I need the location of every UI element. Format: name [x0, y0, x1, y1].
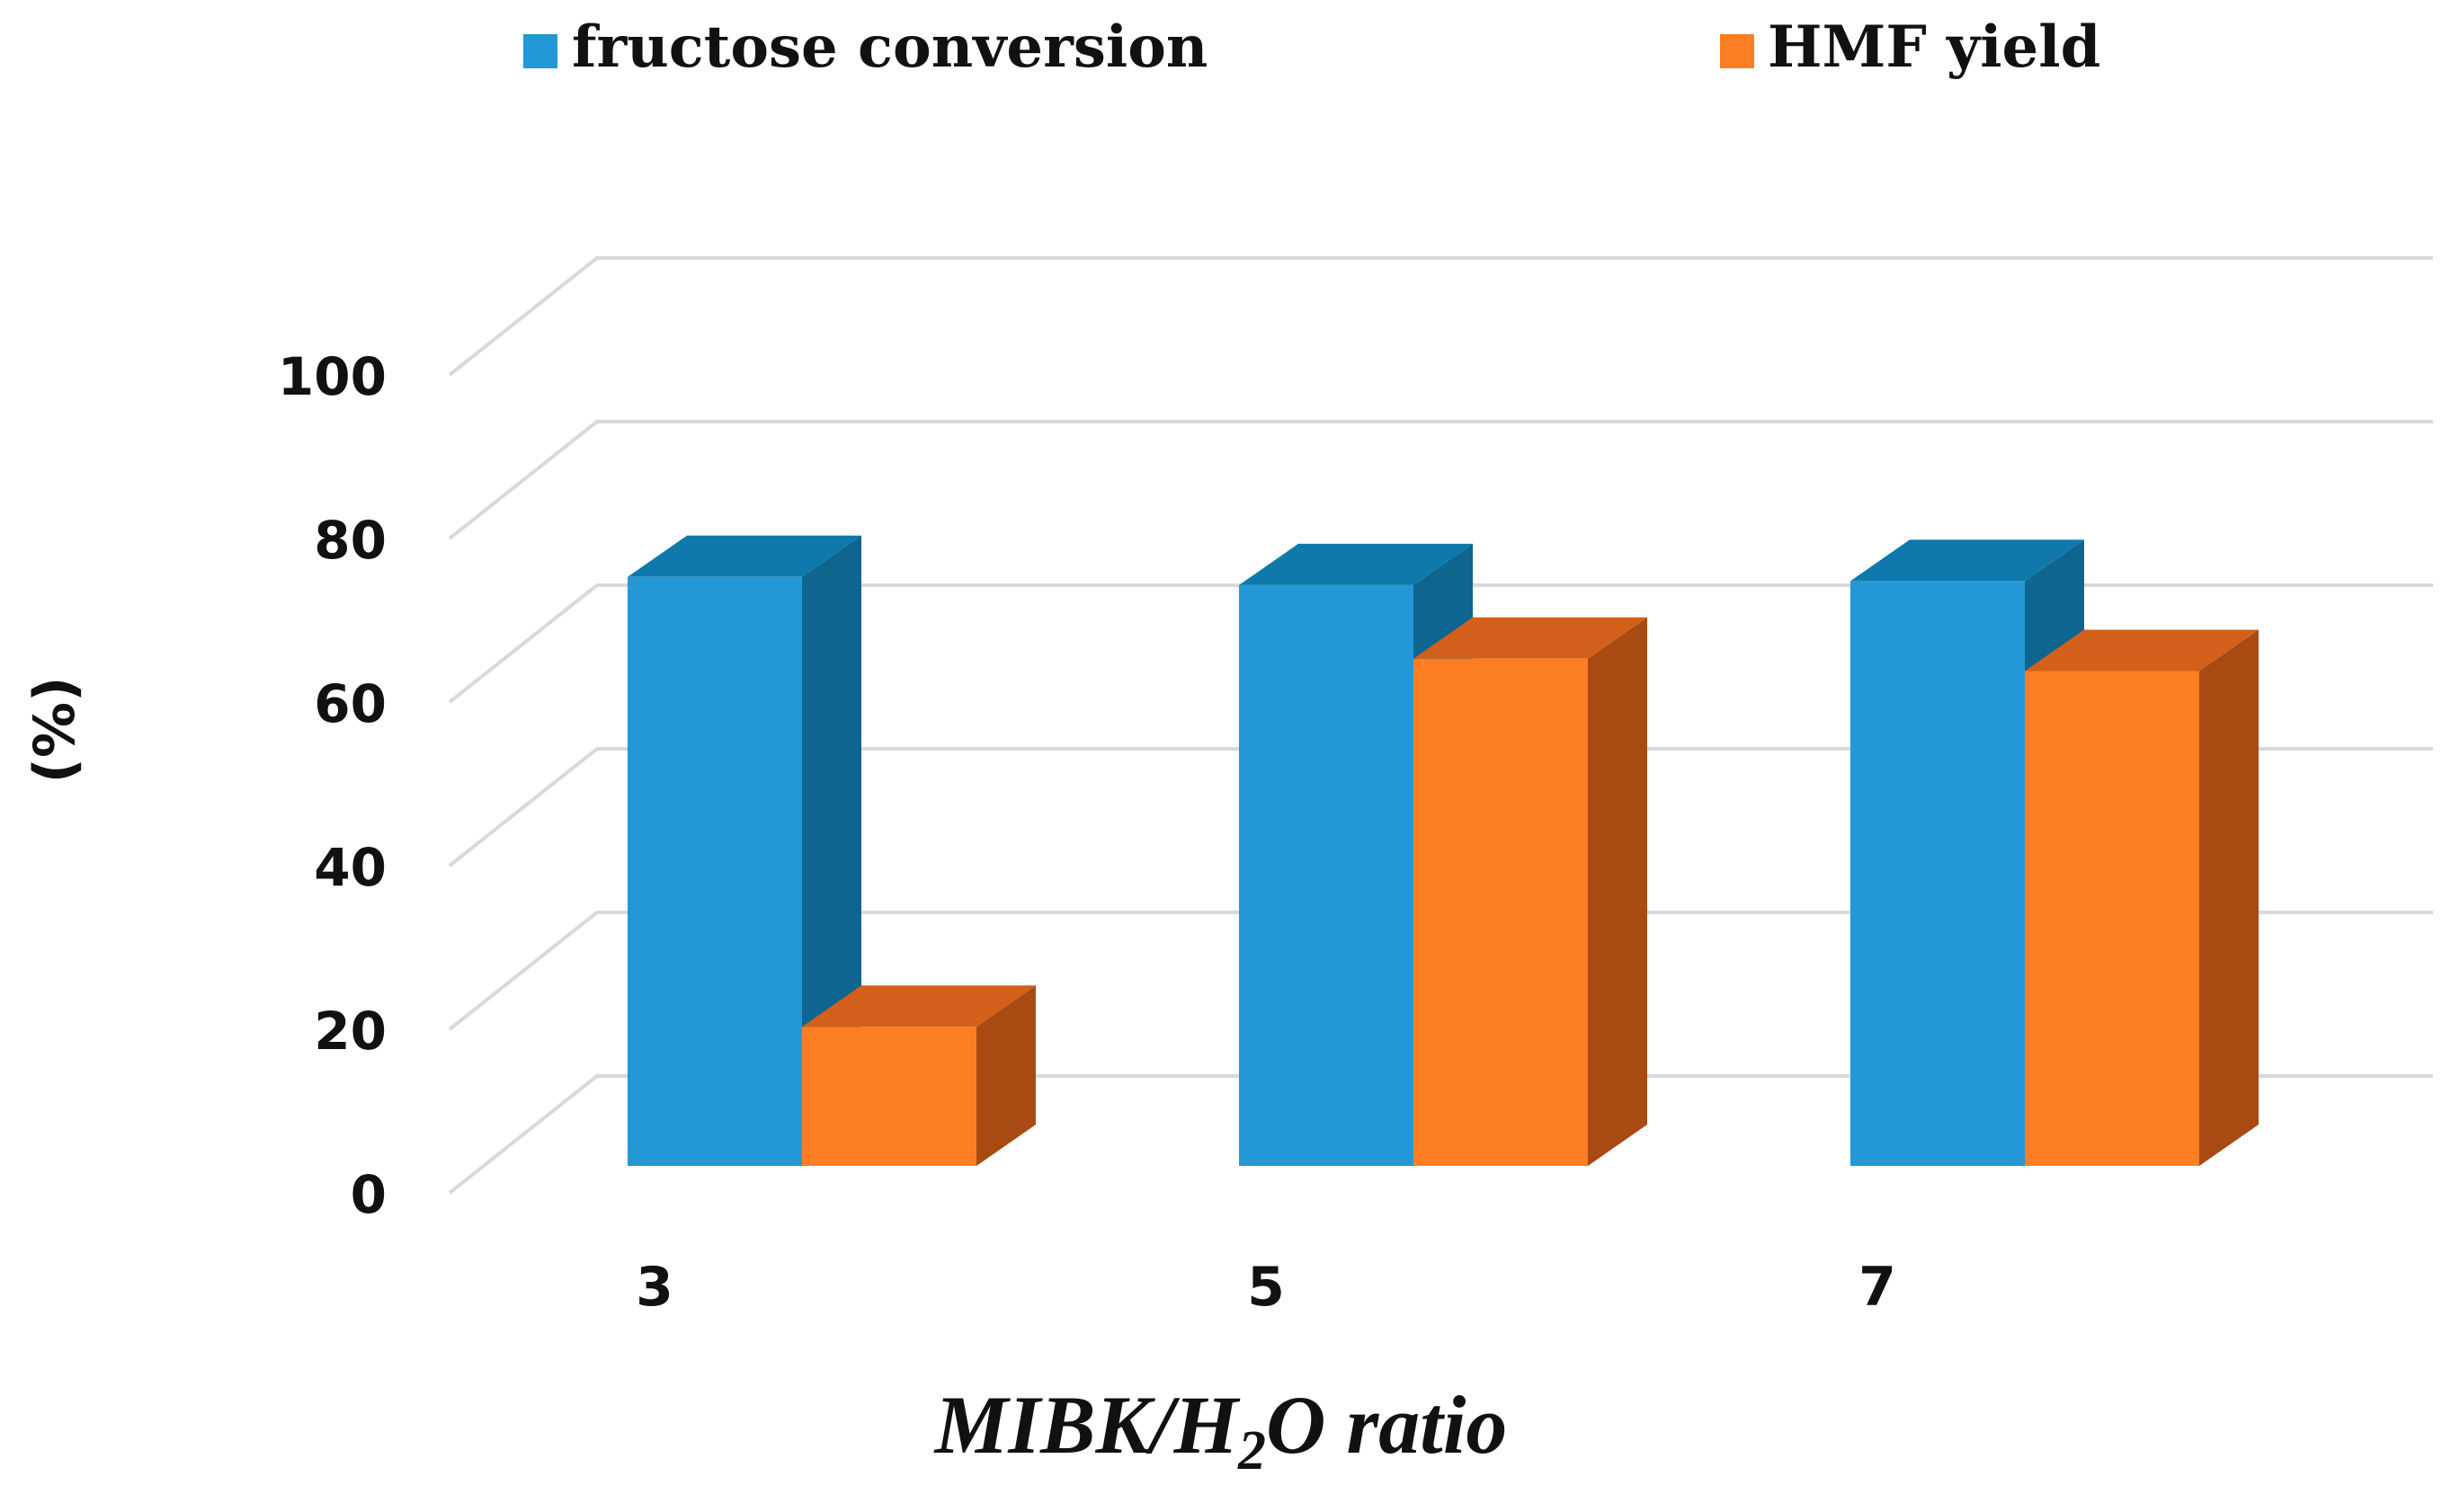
bar-side	[1588, 617, 1647, 1166]
bar-top	[1413, 617, 1647, 659]
bar	[2025, 629, 2259, 1166]
gridline	[448, 256, 2433, 377]
bar-front	[1850, 581, 2025, 1166]
x-axis-title-rest: O ratio	[1266, 1379, 1507, 1471]
bar-front	[1239, 584, 1413, 1166]
bar-front	[628, 576, 802, 1166]
legend-swatch	[1720, 34, 1754, 68]
bar-top	[1850, 539, 2084, 582]
bar-side	[976, 985, 1036, 1166]
bar-front	[2025, 671, 2199, 1166]
x-tick-label: 7	[1858, 1256, 1896, 1319]
y-tick-label: 100	[278, 346, 387, 407]
bars	[628, 535, 2259, 1166]
legend: fructose conversion HMF yield	[523, 13, 2100, 81]
y-tick-label: 80	[314, 510, 387, 571]
gridline	[448, 583, 2433, 704]
gridline	[448, 420, 2433, 540]
bar-front	[802, 1027, 976, 1166]
x-axis-title-subscript: 2	[1237, 1420, 1266, 1481]
legend-label: fructose conversion	[572, 13, 1208, 81]
bar	[628, 535, 861, 1166]
y-tick-label: 40	[314, 837, 387, 898]
bar-front	[1413, 658, 1588, 1166]
bar-top	[802, 985, 1036, 1027]
x-tick-label: 5	[1247, 1256, 1285, 1319]
y-tick-label: 20	[314, 1001, 387, 1062]
gridline	[448, 1074, 2433, 1195]
x-axis-title: MIBK/H2O ratio	[933, 1379, 1508, 1481]
bar-top	[1239, 543, 1473, 585]
y-tick-label: 0	[351, 1164, 387, 1225]
gridline	[448, 911, 2433, 1031]
bar	[1413, 617, 1647, 1166]
legend-label: HMF yield	[1768, 13, 2100, 81]
x-tick-label: 3	[636, 1256, 673, 1319]
legend-swatch	[523, 34, 557, 68]
bar-top	[2025, 629, 2259, 672]
y-tick-labels: 0 20 40 60 80 100	[278, 346, 387, 1225]
x-tick-labels: 3 5 7	[636, 1256, 1896, 1319]
bar	[802, 985, 1036, 1166]
y-axis-title: (%)	[22, 677, 87, 784]
legend-item: fructose conversion	[523, 13, 1208, 81]
x-axis-title-main: MIBK/H	[933, 1379, 1241, 1471]
bar-top	[628, 535, 861, 577]
y-tick-label: 60	[314, 673, 387, 734]
legend-item: HMF yield	[1720, 13, 2100, 81]
gridline	[448, 747, 2433, 867]
bar-side	[2199, 629, 2259, 1166]
gridlines	[448, 256, 2433, 1195]
